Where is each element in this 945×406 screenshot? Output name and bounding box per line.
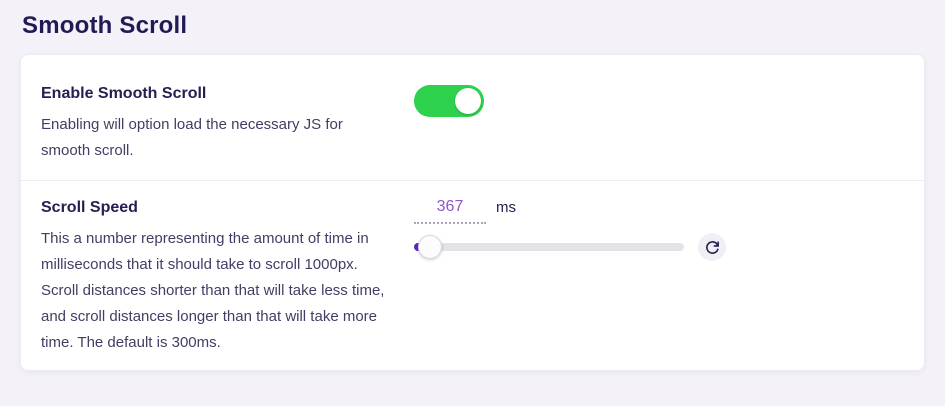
scroll-speed-unit-label: ms [496,199,516,216]
toggle-knob [455,88,481,114]
enable-smooth-scroll-description: Enabling will option load the necessary … [41,116,343,159]
setting-text-column: Enable Smooth Scroll Enabling will optio… [41,83,414,164]
scroll-speed-description: This a number representing the amount of… [41,230,385,351]
rotate-cw-icon [705,240,719,254]
scroll-speed-label: Scroll Speed [41,199,138,216]
setting-control-column: ms [414,197,904,356]
scroll-speed-slider[interactable] [414,235,684,259]
page-title: Smooth Scroll [22,12,188,39]
setting-row-scroll-speed: Scroll Speed This a number representing … [21,180,924,370]
settings-card: Enable Smooth Scroll Enabling will optio… [20,54,925,371]
scroll-speed-input[interactable] [414,197,486,224]
scroll-speed-slider-row [414,233,904,261]
setting-row-enable-smooth-scroll: Enable Smooth Scroll Enabling will optio… [21,55,924,180]
setting-control-column [414,83,904,164]
enable-smooth-scroll-label: Enable Smooth Scroll [41,85,207,102]
reset-button[interactable] [698,233,726,261]
slider-thumb[interactable] [418,235,443,259]
scroll-speed-value-row: ms [414,197,904,224]
enable-smooth-scroll-toggle[interactable] [414,85,484,117]
settings-page: Smooth Scroll Enable Smooth Scroll Enabl… [20,12,925,371]
slider-track[interactable] [414,243,684,251]
setting-text-column: Scroll Speed This a number representing … [41,197,414,356]
